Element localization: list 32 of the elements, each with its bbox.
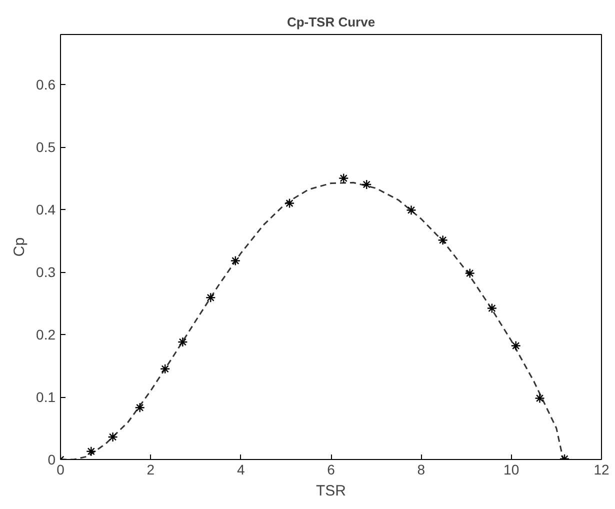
point: [464, 268, 475, 278]
y-tick-label: 0.4: [36, 202, 56, 218]
point: [108, 432, 118, 442]
point: [438, 235, 448, 246]
y-tick-label: 0.3: [36, 264, 56, 280]
point: [284, 198, 295, 208]
point: [362, 179, 372, 190]
point: [338, 173, 349, 184]
point: [486, 303, 498, 314]
y-tick-label: 0.5: [36, 139, 56, 155]
point: [406, 205, 416, 216]
x-tick-label: 4: [236, 462, 245, 478]
y-tick-label: 0.2: [36, 326, 56, 342]
point: [160, 364, 170, 374]
point: [510, 340, 521, 351]
point: [206, 292, 216, 303]
x-tick-label: 10: [504, 462, 520, 478]
x-tick-label: 2: [146, 462, 155, 478]
x-tick-label: 6: [327, 462, 336, 478]
y-tick-label: 0.6: [36, 76, 56, 92]
x-tick-label: 8: [417, 462, 426, 478]
y-tick-label: 0.1: [36, 389, 56, 405]
point: [178, 336, 188, 348]
point: [86, 446, 96, 456]
point: [230, 256, 241, 266]
point: [534, 393, 545, 404]
y-axis-title: Cp: [11, 237, 28, 257]
y-tick-label: 0: [48, 452, 56, 468]
point: [134, 402, 145, 413]
x-tick-label: 12: [594, 462, 610, 478]
x-axis-title: TSR: [316, 482, 346, 500]
chart-title: Cp-TSR Curve: [286, 14, 376, 30]
